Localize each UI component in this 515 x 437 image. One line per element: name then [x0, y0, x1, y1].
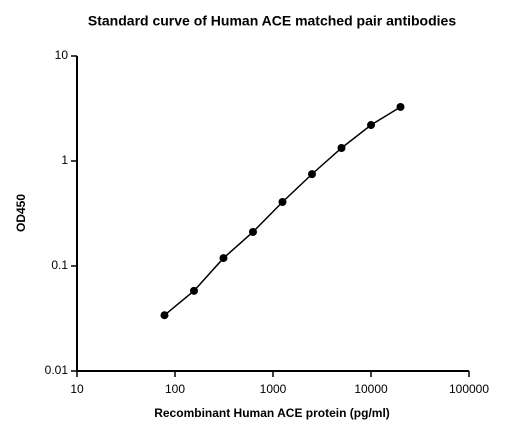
data-point [396, 102, 405, 111]
y-tick-label: 0.01 [45, 363, 69, 377]
data-point [189, 286, 198, 295]
data-point [248, 227, 257, 236]
data-point [307, 170, 316, 179]
x-axis-label: Recombinant Human ACE protein (pg/ml) [154, 406, 390, 420]
data-point [219, 254, 228, 263]
y-tick-label: 10 [55, 48, 69, 62]
x-tick-label: 100 [165, 382, 185, 396]
chart-title: Standard curve of Human ACE matched pair… [88, 13, 456, 29]
x-tick-label: 10 [70, 382, 84, 396]
y-axis-label: OD450 [14, 194, 28, 232]
data-point [367, 121, 375, 130]
x-tick-label: 100000 [449, 382, 489, 396]
x-tick-label: 10000 [354, 382, 388, 396]
data-point [160, 311, 169, 320]
data-point [337, 143, 346, 152]
data-point [278, 197, 287, 206]
x-tick-label: 1000 [260, 382, 287, 396]
y-tick-label: 1 [61, 153, 68, 167]
y-tick-label: 0.1 [51, 258, 68, 272]
curve [164, 106, 401, 316]
